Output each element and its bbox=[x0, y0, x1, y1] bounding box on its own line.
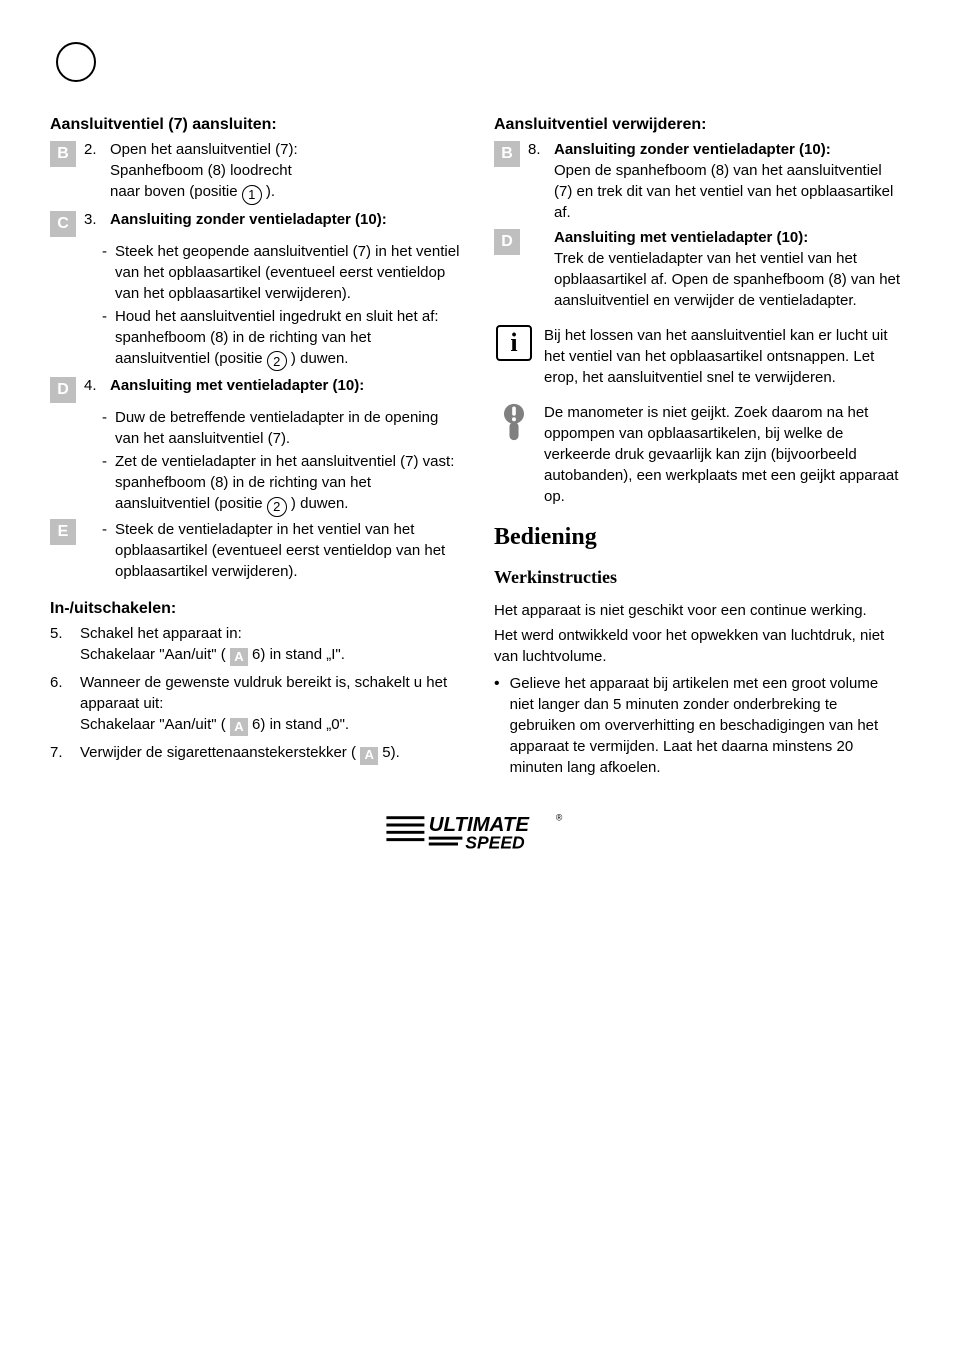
paragraph: Het apparaat is niet geschikt voor een c… bbox=[494, 600, 904, 621]
step-d-right: D Aansluiting met ventieladapter (10): T… bbox=[494, 227, 904, 311]
bullet-text: Houd het aansluitventiel ingedrukt en sl… bbox=[115, 306, 460, 372]
list-item: 7. Verwijder de sigarettenaanstekerstekk… bbox=[50, 742, 460, 764]
left-column: Aansluitventiel (7) aansluiten: B 2. Ope… bbox=[50, 114, 460, 778]
paragraph: Het werd ontwikkeld voor het opwekken va… bbox=[494, 625, 904, 667]
figure-ref-d: D bbox=[50, 377, 76, 403]
right-column: Aansluitventiel verwijderen: B 8. Aanslu… bbox=[494, 114, 904, 778]
warning-icon bbox=[496, 402, 532, 442]
on-off-list: 5. Schakel het apparaat in: Schakelaar "… bbox=[50, 623, 460, 764]
step-3: C 3. Aansluiting zonder ventieladapter (… bbox=[50, 209, 460, 237]
step-title: Aansluiting met ventieladapter (10): bbox=[554, 229, 808, 246]
info-icon: i bbox=[496, 325, 532, 361]
step-text: Open het aansluitventiel (7): Spanhefboo… bbox=[110, 139, 460, 205]
figure-ref-a-inline: A bbox=[230, 718, 248, 736]
info-note: i Bij het lossen van het aansluitventiel… bbox=[494, 325, 904, 388]
bullet-text: Zet de ventieladapter in het aansluitven… bbox=[115, 451, 460, 517]
step-number: 3. bbox=[84, 209, 104, 230]
position-1-icon: 1 bbox=[242, 185, 262, 205]
bullet-text: Duw de betreffende ventieladapter in de … bbox=[115, 407, 460, 449]
position-2-icon: 2 bbox=[267, 351, 287, 371]
figure-ref-d: D bbox=[494, 229, 520, 255]
heading-connect-valve: Aansluitventiel (7) aansluiten: bbox=[50, 114, 460, 136]
step-text: Trek de ventieladapter van het ventiel v… bbox=[554, 250, 900, 309]
heading-on-off: In-/uitschakelen: bbox=[50, 598, 460, 620]
figure-ref-e: E bbox=[50, 519, 76, 545]
warning-text: De manometer is niet geijkt. Zoek daarom… bbox=[544, 402, 904, 507]
svg-text:SPEED: SPEED bbox=[465, 833, 525, 853]
bullet-text: Gelieve het apparaat bij artikelen met e… bbox=[510, 673, 904, 778]
figure-ref-b: B bbox=[50, 141, 76, 167]
list-item: 5. Schakel het apparaat in: Schakelaar "… bbox=[50, 623, 460, 666]
step-8: B 8. Aansluiting zonder ventieladapter (… bbox=[494, 139, 904, 223]
step-number: 2. bbox=[84, 139, 104, 205]
work-instruction-list: Gelieve het apparaat bij artikelen met e… bbox=[494, 673, 904, 778]
content-columns: Aansluitventiel (7) aansluiten: B 2. Ope… bbox=[50, 114, 904, 778]
heading-remove-valve: Aansluitventiel verwijderen: bbox=[494, 114, 904, 136]
step-title: Aansluiting met ventieladapter (10): bbox=[110, 377, 364, 394]
warning-note: De manometer is niet geijkt. Zoek daarom… bbox=[494, 402, 904, 507]
step-number: 8. bbox=[528, 139, 548, 223]
figure-ref-b: B bbox=[494, 141, 520, 167]
step-title: Aansluiting zonder ventieladapter (10): bbox=[554, 141, 831, 158]
language-indicator-circle bbox=[56, 42, 96, 82]
step-2: B 2. Open het aansluitventiel (7): Spanh… bbox=[50, 139, 460, 205]
heading-bediening: Bediening bbox=[494, 521, 904, 555]
step-title: Aansluiting zonder ventieladapter (10): bbox=[110, 211, 387, 228]
position-2-icon: 2 bbox=[267, 497, 287, 517]
heading-werkinstructies: Werkinstructies bbox=[494, 565, 904, 590]
step-number: 4. bbox=[84, 375, 104, 396]
figure-ref-c: C bbox=[50, 211, 76, 237]
bullet-text: Steek het geopende aansluitventiel (7) i… bbox=[115, 241, 460, 304]
info-text: Bij het lossen van het aansluitventiel k… bbox=[544, 325, 904, 388]
step-4: D 4. Aansluiting met ventieladapter (10)… bbox=[50, 375, 460, 403]
svg-text:®: ® bbox=[556, 813, 563, 823]
figure-ref-a-inline: A bbox=[230, 648, 248, 666]
bullet-text: Steek de ventieladapter in het ventiel v… bbox=[115, 519, 460, 582]
step-4-e: E -Steek de ventieladapter in het ventie… bbox=[50, 517, 460, 582]
figure-ref-a-inline: A bbox=[360, 747, 378, 765]
list-item: 6. Wanneer de gewenste vuldruk bereikt i… bbox=[50, 672, 460, 736]
brand-logo: ULTIMATE ® SPEED bbox=[50, 806, 904, 863]
step-text: Open de spanhefboom (8) van het aansluit… bbox=[554, 162, 893, 221]
